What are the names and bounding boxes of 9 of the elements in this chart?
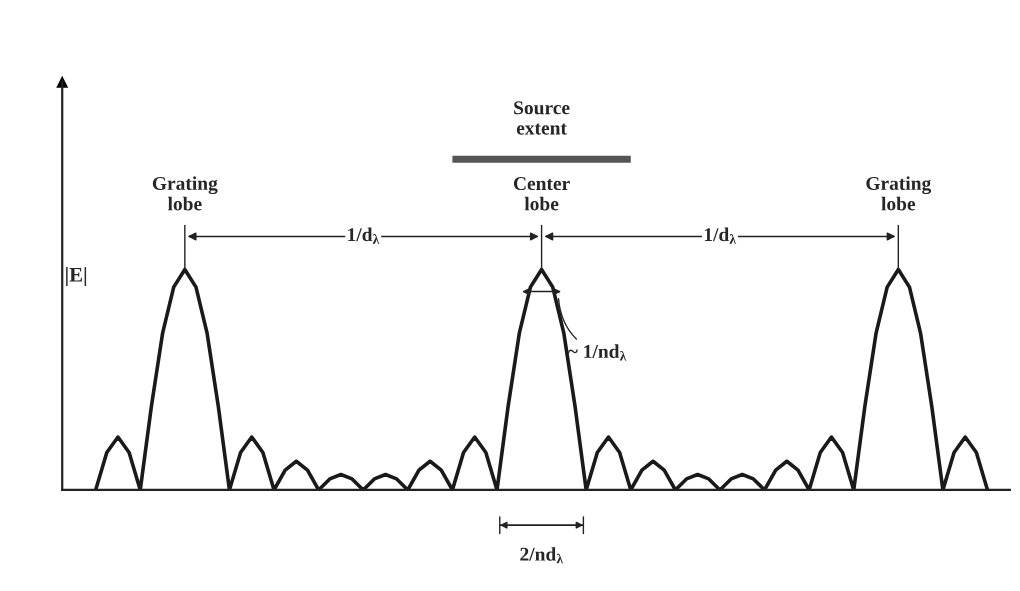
text: 1/d$_{λ}$ <box>348 227 380 244</box>
source-note: Source extent <box>514 101 570 135</box>
text: 1/d$_{λ}$ <box>704 227 737 244</box>
text: 2/nd$_{λ}$ <box>520 547 564 564</box>
text: Center lobe <box>513 177 570 211</box>
text: Grating lobe <box>152 176 218 211</box>
text: Grating lobe <box>866 176 932 211</box>
annotation: ~ 1/nd$_{λ}$ <box>567 344 627 361</box>
y-axis-title: |E| <box>66 267 87 287</box>
